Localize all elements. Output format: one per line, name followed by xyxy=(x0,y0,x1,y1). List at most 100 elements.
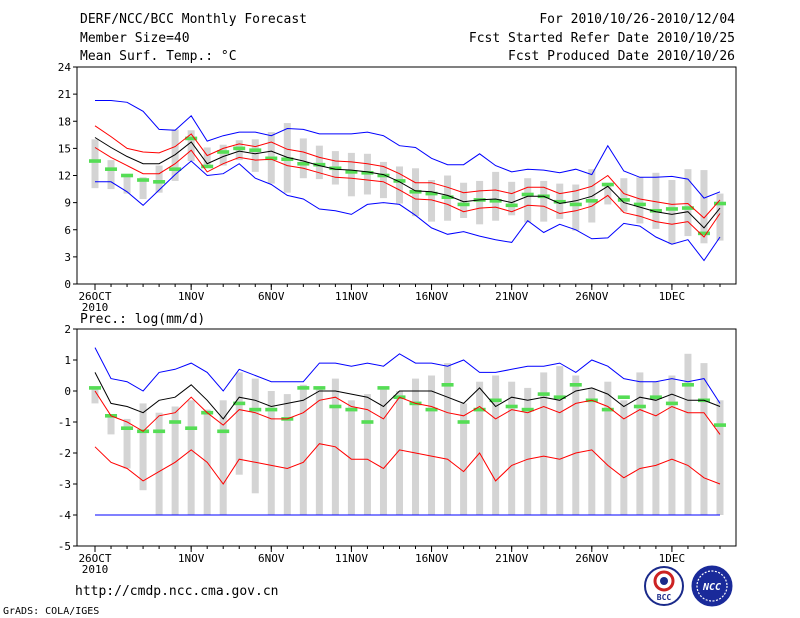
y-tick-label-9: 9 xyxy=(64,197,71,210)
observed-marker-12 xyxy=(265,407,278,412)
observed-marker-11 xyxy=(249,407,262,412)
header-period: For 2010/10/26-2010/12/04 xyxy=(539,12,735,27)
climate-bar-33 xyxy=(604,182,612,205)
x-tick-label-21NOV: 21NOV xyxy=(495,290,528,303)
climate-bar-22 xyxy=(428,180,436,222)
observed-marker-35 xyxy=(633,202,646,207)
observed-marker-19 xyxy=(377,173,390,178)
observed-marker-22 xyxy=(425,407,438,412)
observed-marker-33 xyxy=(601,182,614,187)
observed-marker-1 xyxy=(89,159,101,163)
observed-marker-3 xyxy=(121,426,134,430)
climate-bar-36 xyxy=(652,381,660,515)
climate-bar-36 xyxy=(652,172,660,229)
observed-marker-33 xyxy=(601,407,614,412)
grads-credit: GrADS: COLA/IGES xyxy=(3,606,99,617)
ncc-logo-text: NCC xyxy=(702,582,721,593)
bcc-logo-text: BCC xyxy=(657,593,672,602)
source-url[interactable]: http://cmdp.ncc.cma.gov.cn xyxy=(75,584,279,599)
climate-bar-1 xyxy=(91,139,99,189)
series-line-min xyxy=(95,160,721,262)
climate-bar-29 xyxy=(540,372,548,515)
series-line-lower xyxy=(94,147,721,238)
observed-marker-35 xyxy=(633,404,646,409)
climate-bar-37 xyxy=(668,375,676,515)
x-tick-label-26OCT: 26OCT xyxy=(78,290,111,303)
climate-bar-37 xyxy=(668,180,676,245)
observed-marker-37 xyxy=(665,401,678,406)
observed-marker-14 xyxy=(297,161,310,166)
climate-bar-8 xyxy=(203,147,211,168)
observed-marker-16 xyxy=(329,404,342,409)
y-tick-label-0: 0 xyxy=(64,385,71,398)
header-produced-date: Fcst Produced Date 2010/10/26 xyxy=(508,49,735,64)
climate-bar-29 xyxy=(540,180,548,222)
observed-marker-23 xyxy=(441,383,454,387)
climate-bar-31 xyxy=(572,184,580,231)
header-left: DERF/NCC/BCC Monthly Forecast Member Siz… xyxy=(80,12,307,64)
climate-bar-15 xyxy=(315,387,323,515)
x-year-label: 2010 xyxy=(82,563,109,576)
series-line-max xyxy=(94,347,721,404)
climate-bar-7 xyxy=(187,400,195,515)
observed-marker-4 xyxy=(137,178,150,182)
observed-marker-17 xyxy=(345,170,358,174)
observed-marker-28 xyxy=(521,407,534,412)
observed-marker-2 xyxy=(105,167,118,171)
observed-marker-31 xyxy=(569,383,582,387)
observed-marker-26 xyxy=(489,398,502,403)
observed-marker-38 xyxy=(681,206,694,210)
y-tick-label-18: 18 xyxy=(58,115,71,128)
climate-bar-39 xyxy=(700,170,708,244)
observed-marker-22 xyxy=(425,191,438,196)
precipitation-panel: -5 -4 -3 -2 -1 0 1 2 26OCT 1NOV 6NOV 11NOV 16NOV 21NO… xyxy=(58,323,737,576)
observed-marker-40 xyxy=(714,423,726,427)
y-tick-label-24: 24 xyxy=(58,61,72,74)
y-tick-label-1: 1 xyxy=(64,354,71,367)
series-line-lower xyxy=(94,443,721,485)
observed-marker-9 xyxy=(217,150,230,154)
climate-bar-1 xyxy=(91,387,99,404)
observed-marker-6 xyxy=(169,420,182,424)
climate-bar-3 xyxy=(123,175,131,194)
observed-marker-34 xyxy=(617,198,630,202)
observed-marker-36 xyxy=(649,208,662,213)
climate-bar-19 xyxy=(379,161,387,199)
observed-marker-24 xyxy=(457,420,470,424)
y-tick-label-12: 12 xyxy=(58,170,71,183)
temperature-panel: 0 3 6 9 12 15 18 21 24 26OCT 1NOV 6NOV 11NOV 16NOV 21N… xyxy=(58,61,737,314)
observed-marker-27 xyxy=(505,203,518,208)
series-line-mean xyxy=(94,137,721,229)
climate-bar-4 xyxy=(139,403,147,491)
climate-bar-27 xyxy=(508,181,516,216)
series-line-max xyxy=(95,100,721,199)
observed-marker-34 xyxy=(617,395,630,399)
observed-marker-23 xyxy=(441,195,454,199)
observed-marker-19 xyxy=(377,386,390,390)
climate-bar-9 xyxy=(219,144,227,166)
observed-marker-28 xyxy=(521,192,534,197)
y-tick-label-2: 2 xyxy=(64,323,71,336)
climate-bar-38 xyxy=(684,353,692,515)
x-tick-label-1NOV: 1NOV xyxy=(178,290,205,303)
climate-bar-39 xyxy=(700,363,708,515)
observed-marker-40 xyxy=(714,201,726,206)
climate-bar-5 xyxy=(155,412,163,515)
climate-bar-14 xyxy=(299,138,307,179)
climate-bar-18 xyxy=(363,394,371,515)
x-tick-label-26OCT: 26OCT xyxy=(78,552,111,565)
y-tick-label--5: -5 xyxy=(58,540,71,553)
climate-bar-38 xyxy=(684,169,692,237)
y-tick-label-21: 21 xyxy=(58,88,71,101)
observed-marker-7 xyxy=(185,136,198,141)
climate-bar-2 xyxy=(107,160,115,190)
x-tick-label-6NOV: 6NOV xyxy=(258,552,285,565)
observed-marker-18 xyxy=(361,420,374,424)
climate-bar-12 xyxy=(267,391,275,515)
x-tick-label-16NOV: 16NOV xyxy=(415,552,448,565)
observed-marker-30 xyxy=(553,395,566,399)
x-tick-label-11NOV: 11NOV xyxy=(335,290,368,303)
climate-bar-32 xyxy=(588,387,596,515)
y-tick-label-3: 3 xyxy=(64,251,71,264)
x-tick-label-26NOV: 26NOV xyxy=(575,290,608,303)
